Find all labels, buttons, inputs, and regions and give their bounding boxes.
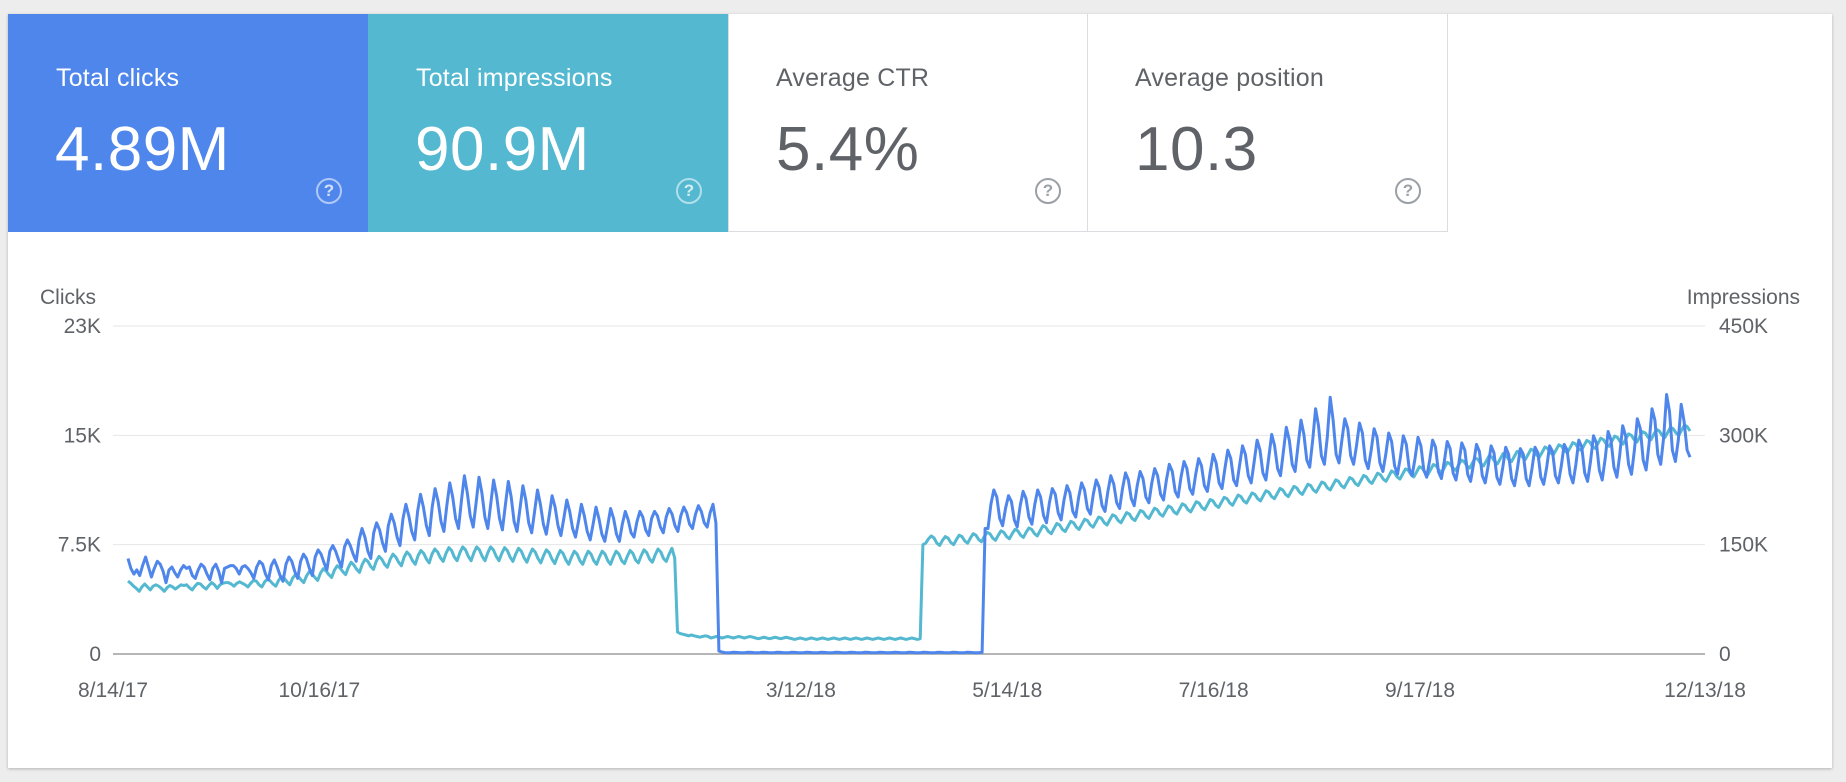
y2-tick-label: 150K bbox=[1719, 534, 1768, 557]
y2-axis-ticks: 0 150K 300K 450K bbox=[1719, 315, 1768, 666]
tile-total-impressions[interactable]: Total impressions 90.9M ? bbox=[368, 14, 728, 232]
tile-label: Total clicks bbox=[56, 64, 180, 92]
tile-value: 4.89M bbox=[55, 115, 230, 184]
x-tick-label: 12/13/18 bbox=[1664, 679, 1746, 702]
tile-label: Average CTR bbox=[776, 64, 930, 92]
x-tick-label: 7/16/18 bbox=[1179, 679, 1249, 702]
y-axis-ticks: 0 7.5K 15K 23K bbox=[58, 315, 101, 666]
tile-value: 5.4% bbox=[776, 115, 920, 184]
tile-label: Average position bbox=[1135, 64, 1324, 92]
y2-tick-label: 0 bbox=[1719, 643, 1731, 666]
y-tick-label: 7.5K bbox=[58, 534, 101, 557]
help-circle-icon[interactable]: ? bbox=[316, 178, 342, 204]
x-axis-ticks: 8/14/17 10/16/17 3/12/18 5/14/18 7/16/18 9/17… bbox=[78, 679, 1746, 702]
x-tick-label: 8/14/17 bbox=[78, 679, 148, 702]
performance-card: Total clicks 4.89M ? Total impressions 9… bbox=[8, 14, 1832, 768]
y-axis-label: Clicks bbox=[40, 286, 96, 309]
series-group bbox=[126, 393, 1692, 655]
help-circle-icon[interactable]: ? bbox=[676, 178, 702, 204]
y-tick-label: 15K bbox=[64, 424, 101, 447]
tile-average-ctr[interactable]: Average CTR 5.4% ? bbox=[728, 14, 1088, 232]
tile-average-position[interactable]: Average position 10.3 ? bbox=[1088, 14, 1448, 232]
x-tick-label: 9/17/18 bbox=[1385, 679, 1455, 702]
y2-axis-label: Impressions bbox=[1687, 286, 1800, 309]
tile-total-clicks[interactable]: Total clicks 4.89M ? bbox=[8, 14, 368, 232]
y-tick-label: 23K bbox=[64, 315, 101, 338]
performance-chart[interactable]: Clicks Impressions 0 7.5K 15K 23K 0 150K 300K… bbox=[8, 14, 1832, 768]
chart-container: Clicks Impressions 0 7.5K 15K 23K 0 150K 300K… bbox=[8, 14, 1832, 773]
tile-value: 10.3 bbox=[1135, 115, 1258, 184]
x-tick-label: 3/12/18 bbox=[766, 679, 836, 702]
clicks-series-line[interactable] bbox=[126, 393, 1692, 655]
help-circle-icon[interactable]: ? bbox=[1395, 178, 1421, 204]
y-tick-label: 0 bbox=[89, 643, 101, 666]
y2-tick-label: 450K bbox=[1719, 315, 1768, 338]
grid-lines bbox=[113, 325, 1705, 655]
y2-tick-label: 300K bbox=[1719, 424, 1768, 447]
tile-value: 90.9M bbox=[415, 115, 590, 184]
x-tick-label: 5/14/18 bbox=[972, 679, 1042, 702]
impressions-series-line[interactable] bbox=[127, 423, 1692, 641]
help-circle-icon[interactable]: ? bbox=[1035, 178, 1061, 204]
x-tick-label: 10/16/17 bbox=[278, 679, 360, 702]
tile-label: Total impressions bbox=[416, 64, 613, 92]
